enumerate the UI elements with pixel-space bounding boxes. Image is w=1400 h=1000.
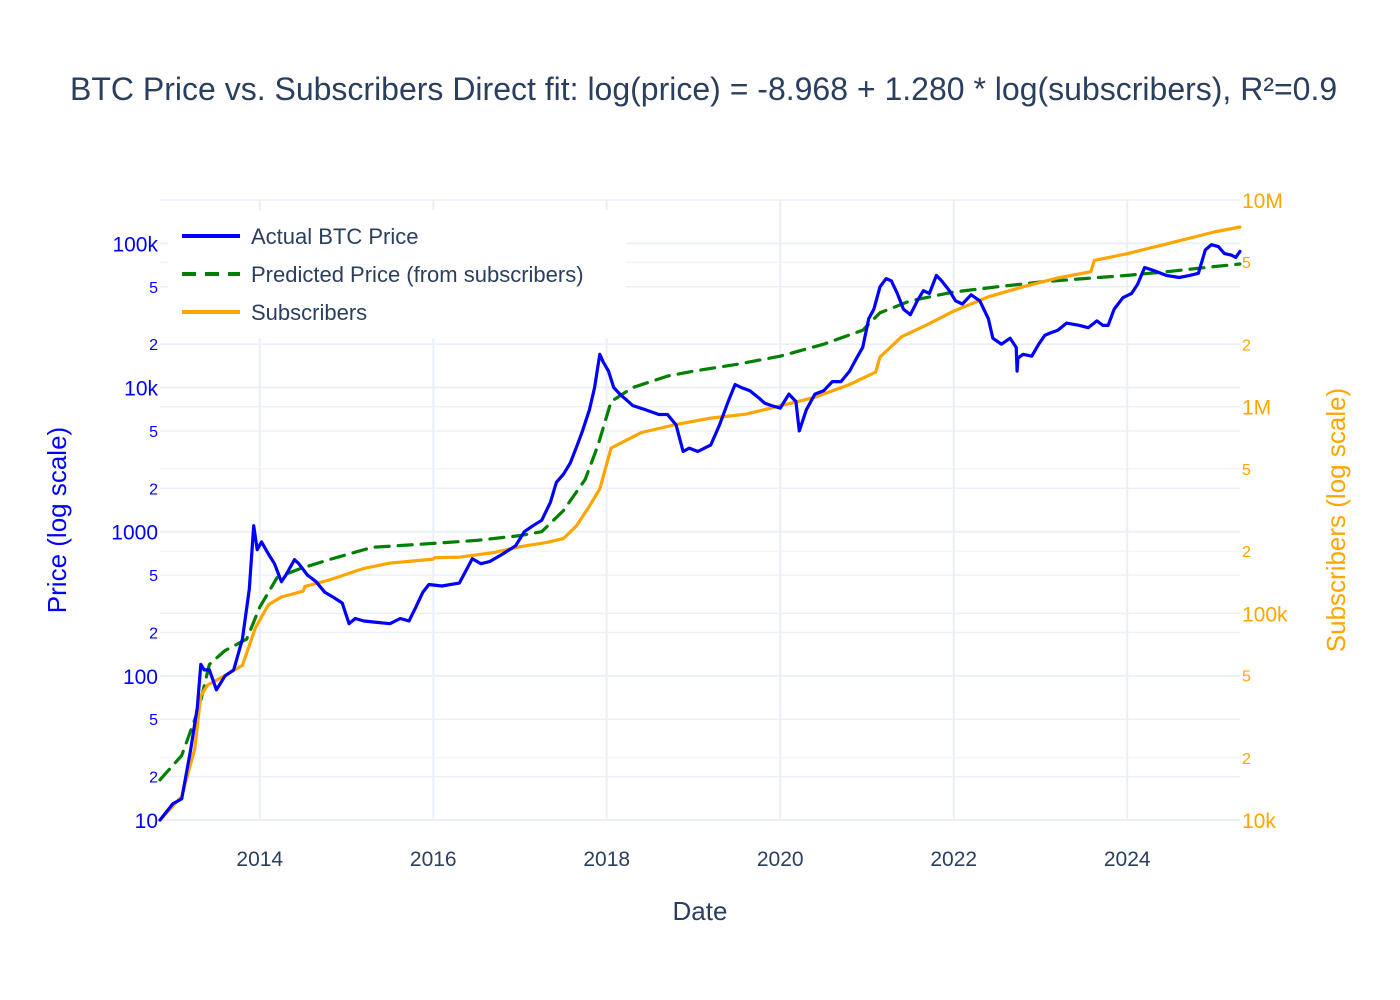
legend: Actual BTC Price Predicted Price (from s… (168, 210, 626, 338)
x-tick-label: 2024 (1104, 848, 1151, 871)
y2-minor-tick-label: 2 (1242, 337, 1251, 354)
y-minor-tick-label: 2 (149, 625, 158, 642)
y-minor-tick-label: 5 (149, 568, 158, 585)
y-minor-tick-label: 2 (149, 337, 158, 354)
series-line-actual-price (158, 243, 1242, 822)
y-axis-title: Price (log scale) (42, 427, 72, 613)
y-minor-tick-label: 5 (149, 712, 158, 729)
x-tick-label: 2022 (930, 848, 977, 871)
y-tick-label: 100 (123, 666, 158, 689)
y-axis-ticks: 10 2 5 100 2 5 1000 2 5 10k 2 5 100k (111, 233, 158, 833)
x-tick-label: 2020 (757, 848, 804, 871)
y2-minor-tick-label: 5 (1242, 669, 1251, 686)
x-axis-title: Date (673, 896, 728, 926)
y2-minor-tick-label: 5 (1242, 462, 1251, 479)
plot-area (158, 225, 1242, 822)
y2-tick-label: 10M (1242, 190, 1283, 213)
legend-label-predicted[interactable]: Predicted Price (from subscribers) (251, 262, 584, 287)
x-tick-label: 2014 (236, 848, 283, 871)
legend-label-price[interactable]: Actual BTC Price (251, 224, 419, 249)
y2-tick-label: 100k (1242, 603, 1288, 626)
y-minor-tick-label: 2 (149, 770, 158, 787)
y-minor-tick-label: 5 (149, 280, 158, 297)
y-tick-label: 100k (112, 233, 158, 256)
y-tick-label: 10 (135, 810, 158, 833)
legend-label-subscribers[interactable]: Subscribers (251, 300, 367, 325)
y2-axis-ticks: 10k 2 5 100k 2 5 1M 2 5 10M (1242, 190, 1288, 833)
x-tick-label: 2016 (410, 848, 457, 871)
series-line-subscribers (158, 225, 1242, 822)
y-minor-tick-label: 2 (149, 481, 158, 498)
y2-tick-label: 1M (1242, 397, 1271, 420)
y-minor-tick-label: 5 (149, 424, 158, 441)
y2-tick-label: 10k (1242, 810, 1276, 833)
chart-title: BTC Price vs. Subscribers Direct fit: lo… (70, 71, 1337, 107)
y-tick-label: 1000 (111, 522, 158, 545)
y2-axis-title: Subscribers (log scale) (1321, 388, 1351, 652)
y2-minor-tick-label: 2 (1242, 544, 1251, 561)
x-tick-label: 2018 (583, 848, 630, 871)
x-axis-ticks: 2014 2016 2018 2020 2022 2024 (236, 848, 1151, 871)
y-tick-label: 10k (124, 378, 158, 401)
y2-minor-tick-label: 5 (1242, 255, 1251, 272)
legend-background (168, 210, 626, 338)
y2-minor-tick-label: 2 (1242, 751, 1251, 768)
